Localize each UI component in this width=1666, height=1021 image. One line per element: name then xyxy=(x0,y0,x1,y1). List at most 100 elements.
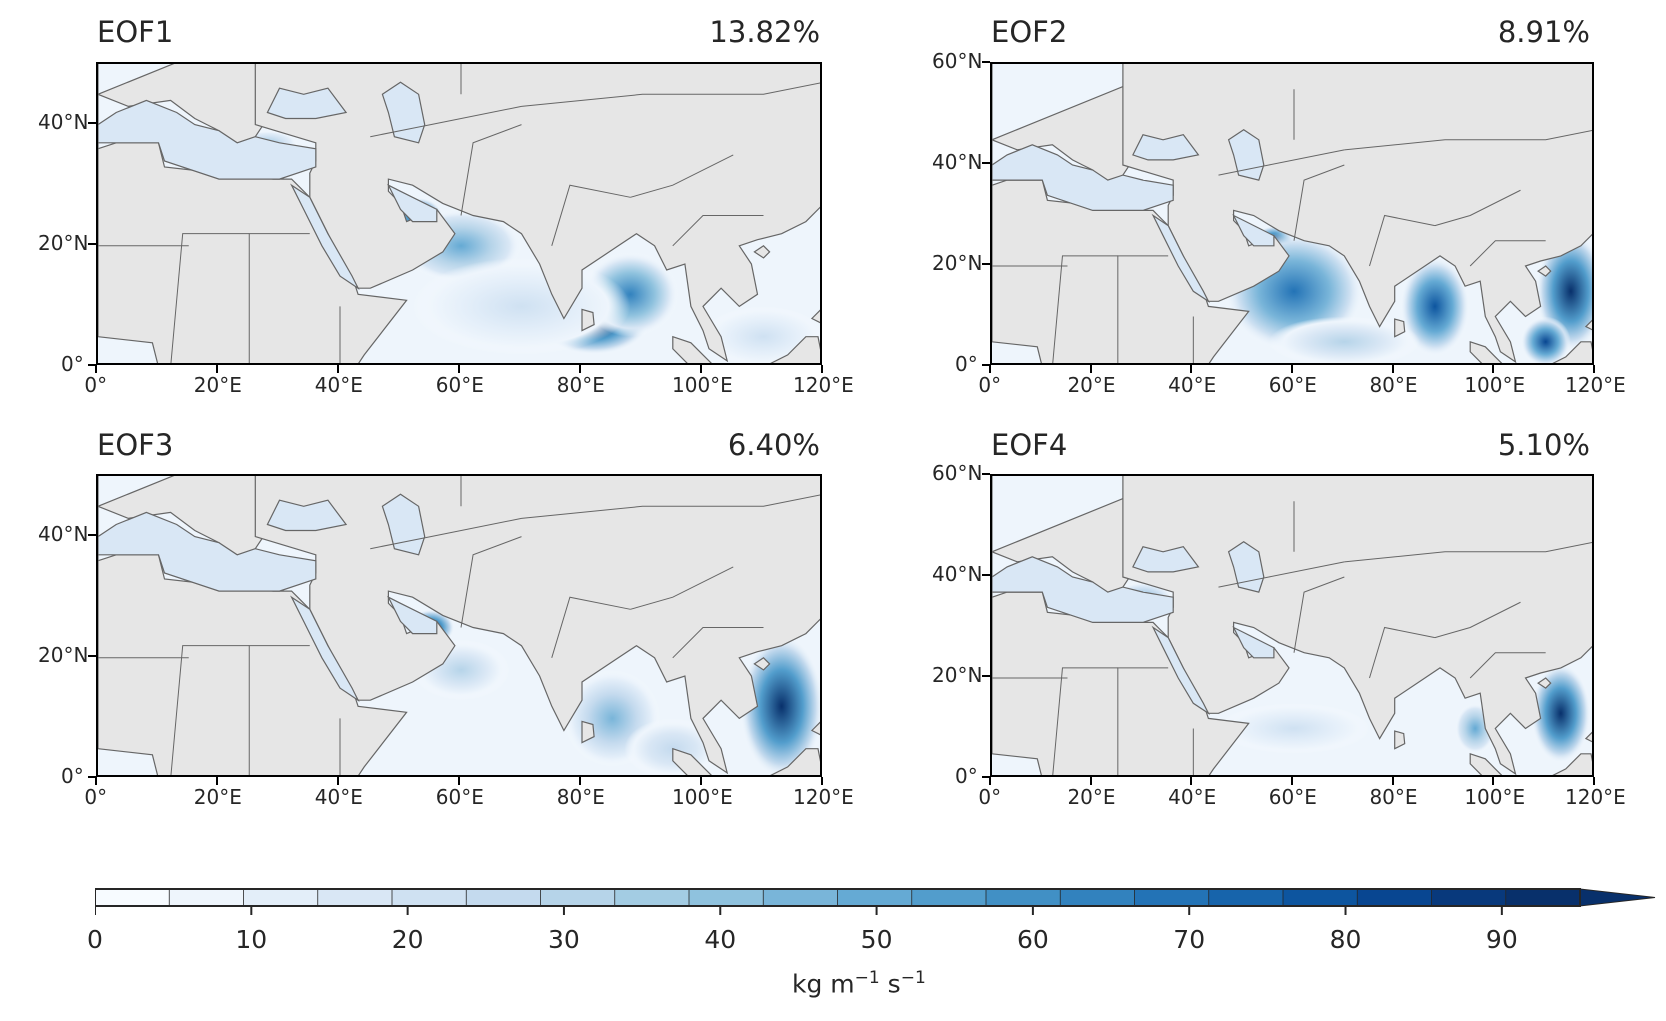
lon-tick-label: 100°E xyxy=(1464,785,1526,809)
lat-tick-label: 40°N xyxy=(932,150,983,174)
island xyxy=(1394,730,1406,750)
lon-tick-label: 60°E xyxy=(435,785,484,809)
inland-sea xyxy=(1232,214,1275,247)
island xyxy=(672,335,712,363)
lon-tick-mark xyxy=(337,777,339,785)
island xyxy=(1537,265,1552,277)
country-border xyxy=(672,627,764,659)
colorbar-segment xyxy=(1208,888,1284,907)
colorbar-segment xyxy=(1134,888,1210,907)
lon-tick-label: 40°E xyxy=(314,785,363,809)
lon-tick-label: 40°E xyxy=(1168,785,1217,809)
country-border xyxy=(521,494,820,519)
lat-tick-mark xyxy=(982,675,990,677)
country-border xyxy=(1293,164,1345,241)
island xyxy=(810,721,820,736)
lon-tick-mark xyxy=(216,777,218,785)
colorbar-segment xyxy=(614,888,690,907)
lat-tick-label: 40°N xyxy=(38,109,89,134)
colorbar-segment xyxy=(1431,888,1507,907)
colorbar-segment xyxy=(94,888,171,907)
colorbar-segment xyxy=(317,888,393,907)
lon-tick-mark xyxy=(1190,777,1193,785)
lat-tick-mark xyxy=(982,263,990,265)
eof-loading-blob xyxy=(1520,316,1571,363)
lon-tick-mark xyxy=(821,777,823,785)
colorbar-segment xyxy=(1505,888,1581,907)
lon-tick-label: 80°E xyxy=(556,373,605,397)
colorbar-label-base: kg m xyxy=(792,969,855,999)
lon-tick-mark xyxy=(458,777,460,785)
eof-loading-blob xyxy=(703,306,820,363)
country-border xyxy=(370,517,522,550)
colorbar-segment xyxy=(762,888,839,907)
colorbar-tick-label: 90 xyxy=(1485,925,1518,954)
colorbar xyxy=(94,885,1665,999)
lon-tick-label: 80°E xyxy=(1369,785,1418,809)
eof1-title: EOF1 xyxy=(97,15,174,49)
lat-tick-mark xyxy=(88,654,96,657)
colorbar-outline xyxy=(94,888,1581,907)
lon-tick-label: 0° xyxy=(84,373,108,397)
lon-tick-mark xyxy=(458,365,460,373)
lon-tick-mark xyxy=(989,777,991,785)
colorbar-tick-label: 30 xyxy=(548,925,580,954)
lon-tick-mark xyxy=(1492,365,1495,373)
lat-tick-label: 60°N xyxy=(932,461,983,485)
lat-tick-mark xyxy=(88,533,96,536)
lon-tick-label: 40°E xyxy=(314,373,363,397)
inland-sea xyxy=(290,183,360,290)
lon-tick-label: 100°E xyxy=(672,785,733,809)
map-canvas xyxy=(992,476,1592,775)
lon-tick-label: 120°E xyxy=(1565,785,1626,809)
island xyxy=(770,748,820,775)
lon-tick-mark xyxy=(700,777,702,785)
colorbar-segment xyxy=(688,888,765,907)
lon-tick-label: 60°E xyxy=(1268,785,1317,809)
country-border xyxy=(551,184,631,246)
eof1-map xyxy=(96,62,822,365)
map-canvas xyxy=(98,64,820,363)
lon-tick-mark xyxy=(1089,365,1092,373)
inland-sea xyxy=(1232,626,1275,659)
lat-tick-label: 0° xyxy=(955,764,978,788)
colorbar-tick-label: 0 xyxy=(87,925,103,954)
inland-sea xyxy=(98,511,317,592)
island xyxy=(1584,731,1592,743)
lat-tick-label: 0° xyxy=(955,352,978,376)
country-border xyxy=(170,645,250,775)
eof4-title: EOF4 xyxy=(991,428,1068,462)
colorbar-segment xyxy=(1356,888,1433,907)
lon-tick-label: 0° xyxy=(978,785,1002,809)
lon-tick-label: 100°E xyxy=(1464,373,1526,397)
lat-tick-label: 0° xyxy=(61,352,84,376)
country-border xyxy=(1469,240,1546,267)
colorbar-segment xyxy=(1059,888,1136,907)
colorbar-label: kg m−1 s−1 xyxy=(792,968,926,998)
island xyxy=(753,245,771,259)
lon-tick-label: 60°E xyxy=(1268,373,1317,397)
lat-tick-label: 0° xyxy=(61,764,84,788)
colorbar-label-mid: s xyxy=(879,969,901,999)
lon-tick-label: 60°E xyxy=(435,373,484,397)
island xyxy=(1469,340,1503,363)
lon-tick-label: 0° xyxy=(84,785,108,809)
island xyxy=(581,308,595,332)
land-mass xyxy=(254,476,820,775)
lon-tick-mark xyxy=(1593,777,1595,785)
lon-tick-label: 20°E xyxy=(193,373,242,397)
lat-tick-label: 40°N xyxy=(932,562,983,586)
country-border xyxy=(1218,561,1345,588)
lat-tick-mark xyxy=(88,242,96,245)
lon-tick-label: 40°E xyxy=(1168,373,1217,397)
colorbar-segment xyxy=(837,888,913,907)
lat-tick-mark xyxy=(982,473,990,475)
lon-tick-mark xyxy=(95,365,97,373)
country-border xyxy=(1052,667,1118,775)
country-border xyxy=(460,124,522,216)
country-border xyxy=(551,596,631,658)
eof3-variance: 6.40% xyxy=(727,428,820,462)
colorbar-scale xyxy=(94,888,1656,915)
lat-tick-mark xyxy=(982,574,990,576)
lon-tick-mark xyxy=(337,365,339,373)
